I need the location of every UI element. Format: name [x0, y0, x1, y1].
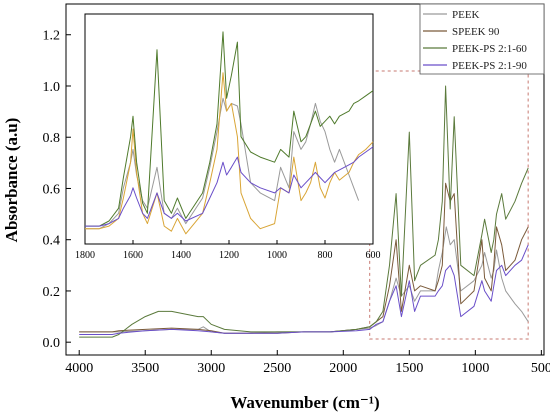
y-tick-label: 0.4: [43, 234, 61, 249]
y-tick-label: 0.8: [43, 131, 61, 146]
x-axis-title: Wavenumber (cm⁻¹): [230, 393, 379, 412]
x-tick-label: 1000: [461, 361, 489, 376]
main-series-line-1: [79, 182, 529, 334]
inset-series-line-3: [85, 146, 374, 227]
x-tick-label: 3000: [197, 361, 225, 376]
x-tick-label: 4000: [65, 361, 93, 376]
inset-series-line-2: [85, 31, 374, 227]
legend-box: [419, 3, 545, 75]
main-series-line-3: [79, 244, 529, 335]
legend-label-1: SPEEK 90: [452, 26, 500, 38]
inset-series-line-1: [85, 72, 374, 235]
y-tick-label: 1.2: [43, 29, 61, 44]
main-plot-frame: [65, 3, 545, 356]
x-tick-label: 1500: [395, 361, 423, 376]
main-axis-ticks: 4000 3500 3000 2500 2000 1500 1000 500 0.0 0.2 0.4…: [43, 29, 550, 376]
inset-x-tick-label: 800: [318, 250, 333, 261]
y-tick-label: 0.2: [43, 285, 61, 300]
inset-x-tick-label: 600: [366, 250, 381, 261]
y-tick-label: 1.0: [43, 80, 61, 95]
x-tick-label: 500: [531, 361, 550, 376]
y-axis-title: Absorbance (a.u): [2, 118, 21, 243]
inset-x-tick-label: 1200: [219, 250, 239, 261]
legend-label-2: PEEK-PS 2:1-60: [452, 43, 527, 55]
inset-plot-frame: [84, 13, 374, 245]
x-tick-label: 2000: [329, 361, 357, 376]
legend-label-3: PEEK-PS 2:1-90: [452, 60, 527, 72]
inset-axis-ticks: 1800 1600 1400 1200 1000 800 600: [75, 240, 381, 261]
main-series-layer: [79, 85, 529, 338]
legend: PEEK SPEEK 90 PEEK-PS 2:1-60 PEEK-PS 2:1-90: [419, 3, 545, 75]
inset-series-layer: [85, 31, 374, 235]
x-tick-label: 3500: [131, 361, 159, 376]
main-series-line-2: [79, 85, 529, 338]
legend-label-0: PEEK: [452, 9, 480, 21]
y-tick-label: 0.0: [43, 336, 61, 351]
inset-x-tick-label: 1800: [75, 250, 95, 261]
inset-x-tick-label: 1000: [267, 250, 287, 261]
x-tick-label: 2500: [263, 361, 291, 376]
inset-x-tick-label: 1400: [171, 250, 191, 261]
y-tick-label: 0.6: [43, 182, 61, 197]
inset-x-tick-label: 1600: [123, 250, 143, 261]
